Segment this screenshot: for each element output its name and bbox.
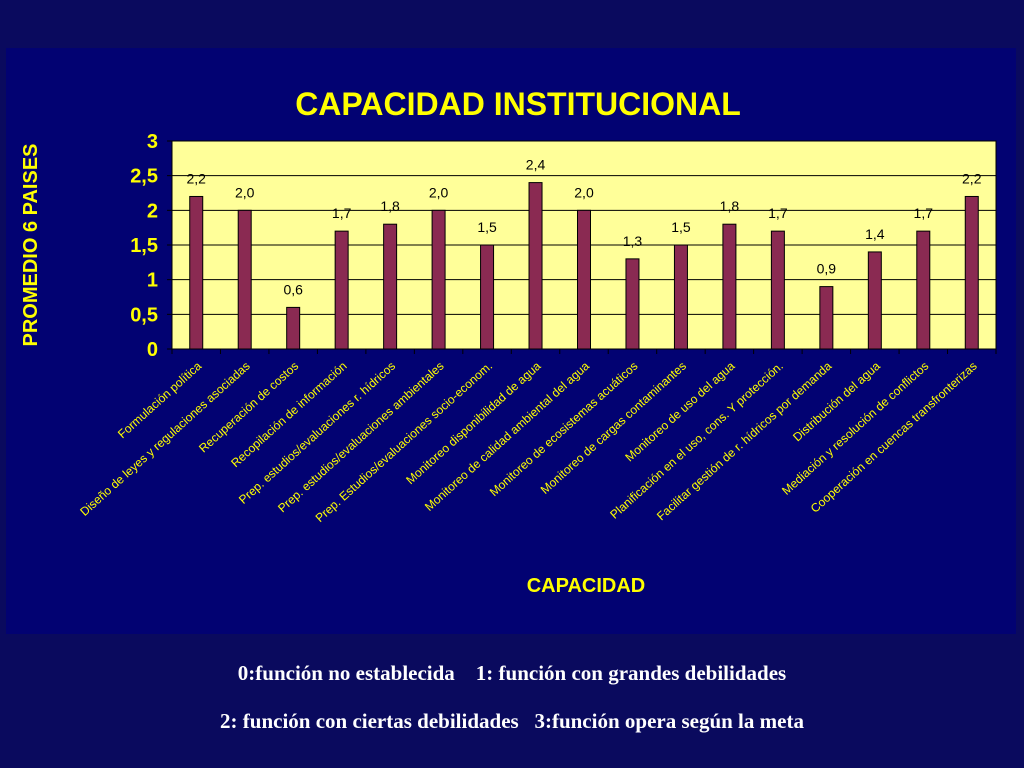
y-tick-label: 1,5 (130, 235, 158, 257)
bar-chart: 0 0,5 1 1,5 2 2,5 3 2,2 Formulación política 2,0 D… (20, 86, 997, 597)
data-label: 1,5 (671, 219, 691, 235)
bar (770, 230, 785, 350)
bar (528, 182, 543, 350)
data-label: 1,7 (332, 205, 352, 221)
scale-note-line-2: 2: función con ciertas debilidades 3:fun… (220, 709, 804, 733)
data-label: 2,0 (235, 184, 255, 200)
bar (334, 230, 349, 350)
data-label: 1,7 (768, 205, 788, 221)
data-label: 2,2 (187, 170, 207, 186)
chart-panel: 0 0,5 1 1,5 2 2,5 3 2,2 Formulación política 2,0 D… (6, 48, 1016, 634)
bar (286, 306, 301, 350)
data-label: 0,9 (817, 261, 837, 277)
data-label: 1,8 (720, 198, 740, 214)
bar (964, 195, 979, 350)
data-label: 1,3 (623, 233, 643, 249)
bar (189, 195, 204, 350)
bar (383, 223, 398, 350)
data-label: 1,5 (477, 219, 497, 235)
bar (673, 244, 688, 350)
bar (916, 230, 931, 350)
y-tick-label: 3 (147, 131, 158, 153)
x-category-label: Prep. Estudios/evaluaciones socio-econom… (313, 359, 495, 525)
scale-note-line-1: 0:función no establecida 1: función con … (237, 661, 787, 685)
y-axis-title: PROMEDIO 6 PAISES (20, 143, 42, 346)
y-tick-label: 2,5 (130, 166, 158, 188)
chart-title: CAPACIDAD INSTITUCIONAL (295, 86, 741, 122)
data-label: 1,8 (380, 198, 400, 214)
data-label: 2,4 (526, 157, 546, 173)
bar (625, 258, 640, 350)
data-label: 1,4 (865, 226, 885, 242)
bar (480, 244, 495, 350)
y-tick-label: 0 (147, 339, 158, 361)
x-axis-title: CAPACIDAD (527, 575, 646, 597)
y-tick-label: 1 (147, 270, 158, 292)
bar (819, 286, 834, 350)
data-label: 0,6 (283, 281, 303, 297)
x-category-label: Distribución del agua (790, 359, 883, 445)
data-label: 2,2 (962, 170, 982, 186)
x-category-label: Diseño de leyes y regulaciones asociadas (77, 359, 252, 519)
bar (722, 223, 737, 350)
x-category-label: Formulación política (115, 359, 204, 441)
data-label: 1,7 (914, 205, 934, 221)
y-tick-label: 2 (147, 200, 158, 222)
data-label: 2,0 (574, 184, 594, 200)
x-category-label: Planificación en el uso, cons. Y protecc… (607, 359, 786, 522)
bar (867, 251, 882, 350)
y-tick-label: 0,5 (130, 304, 158, 326)
bar (577, 209, 591, 350)
data-label: 2,0 (429, 184, 449, 200)
bar (237, 209, 252, 350)
bar (431, 209, 446, 350)
x-category-label: Facilitar gestión de r. hídricos por dem… (654, 359, 835, 524)
